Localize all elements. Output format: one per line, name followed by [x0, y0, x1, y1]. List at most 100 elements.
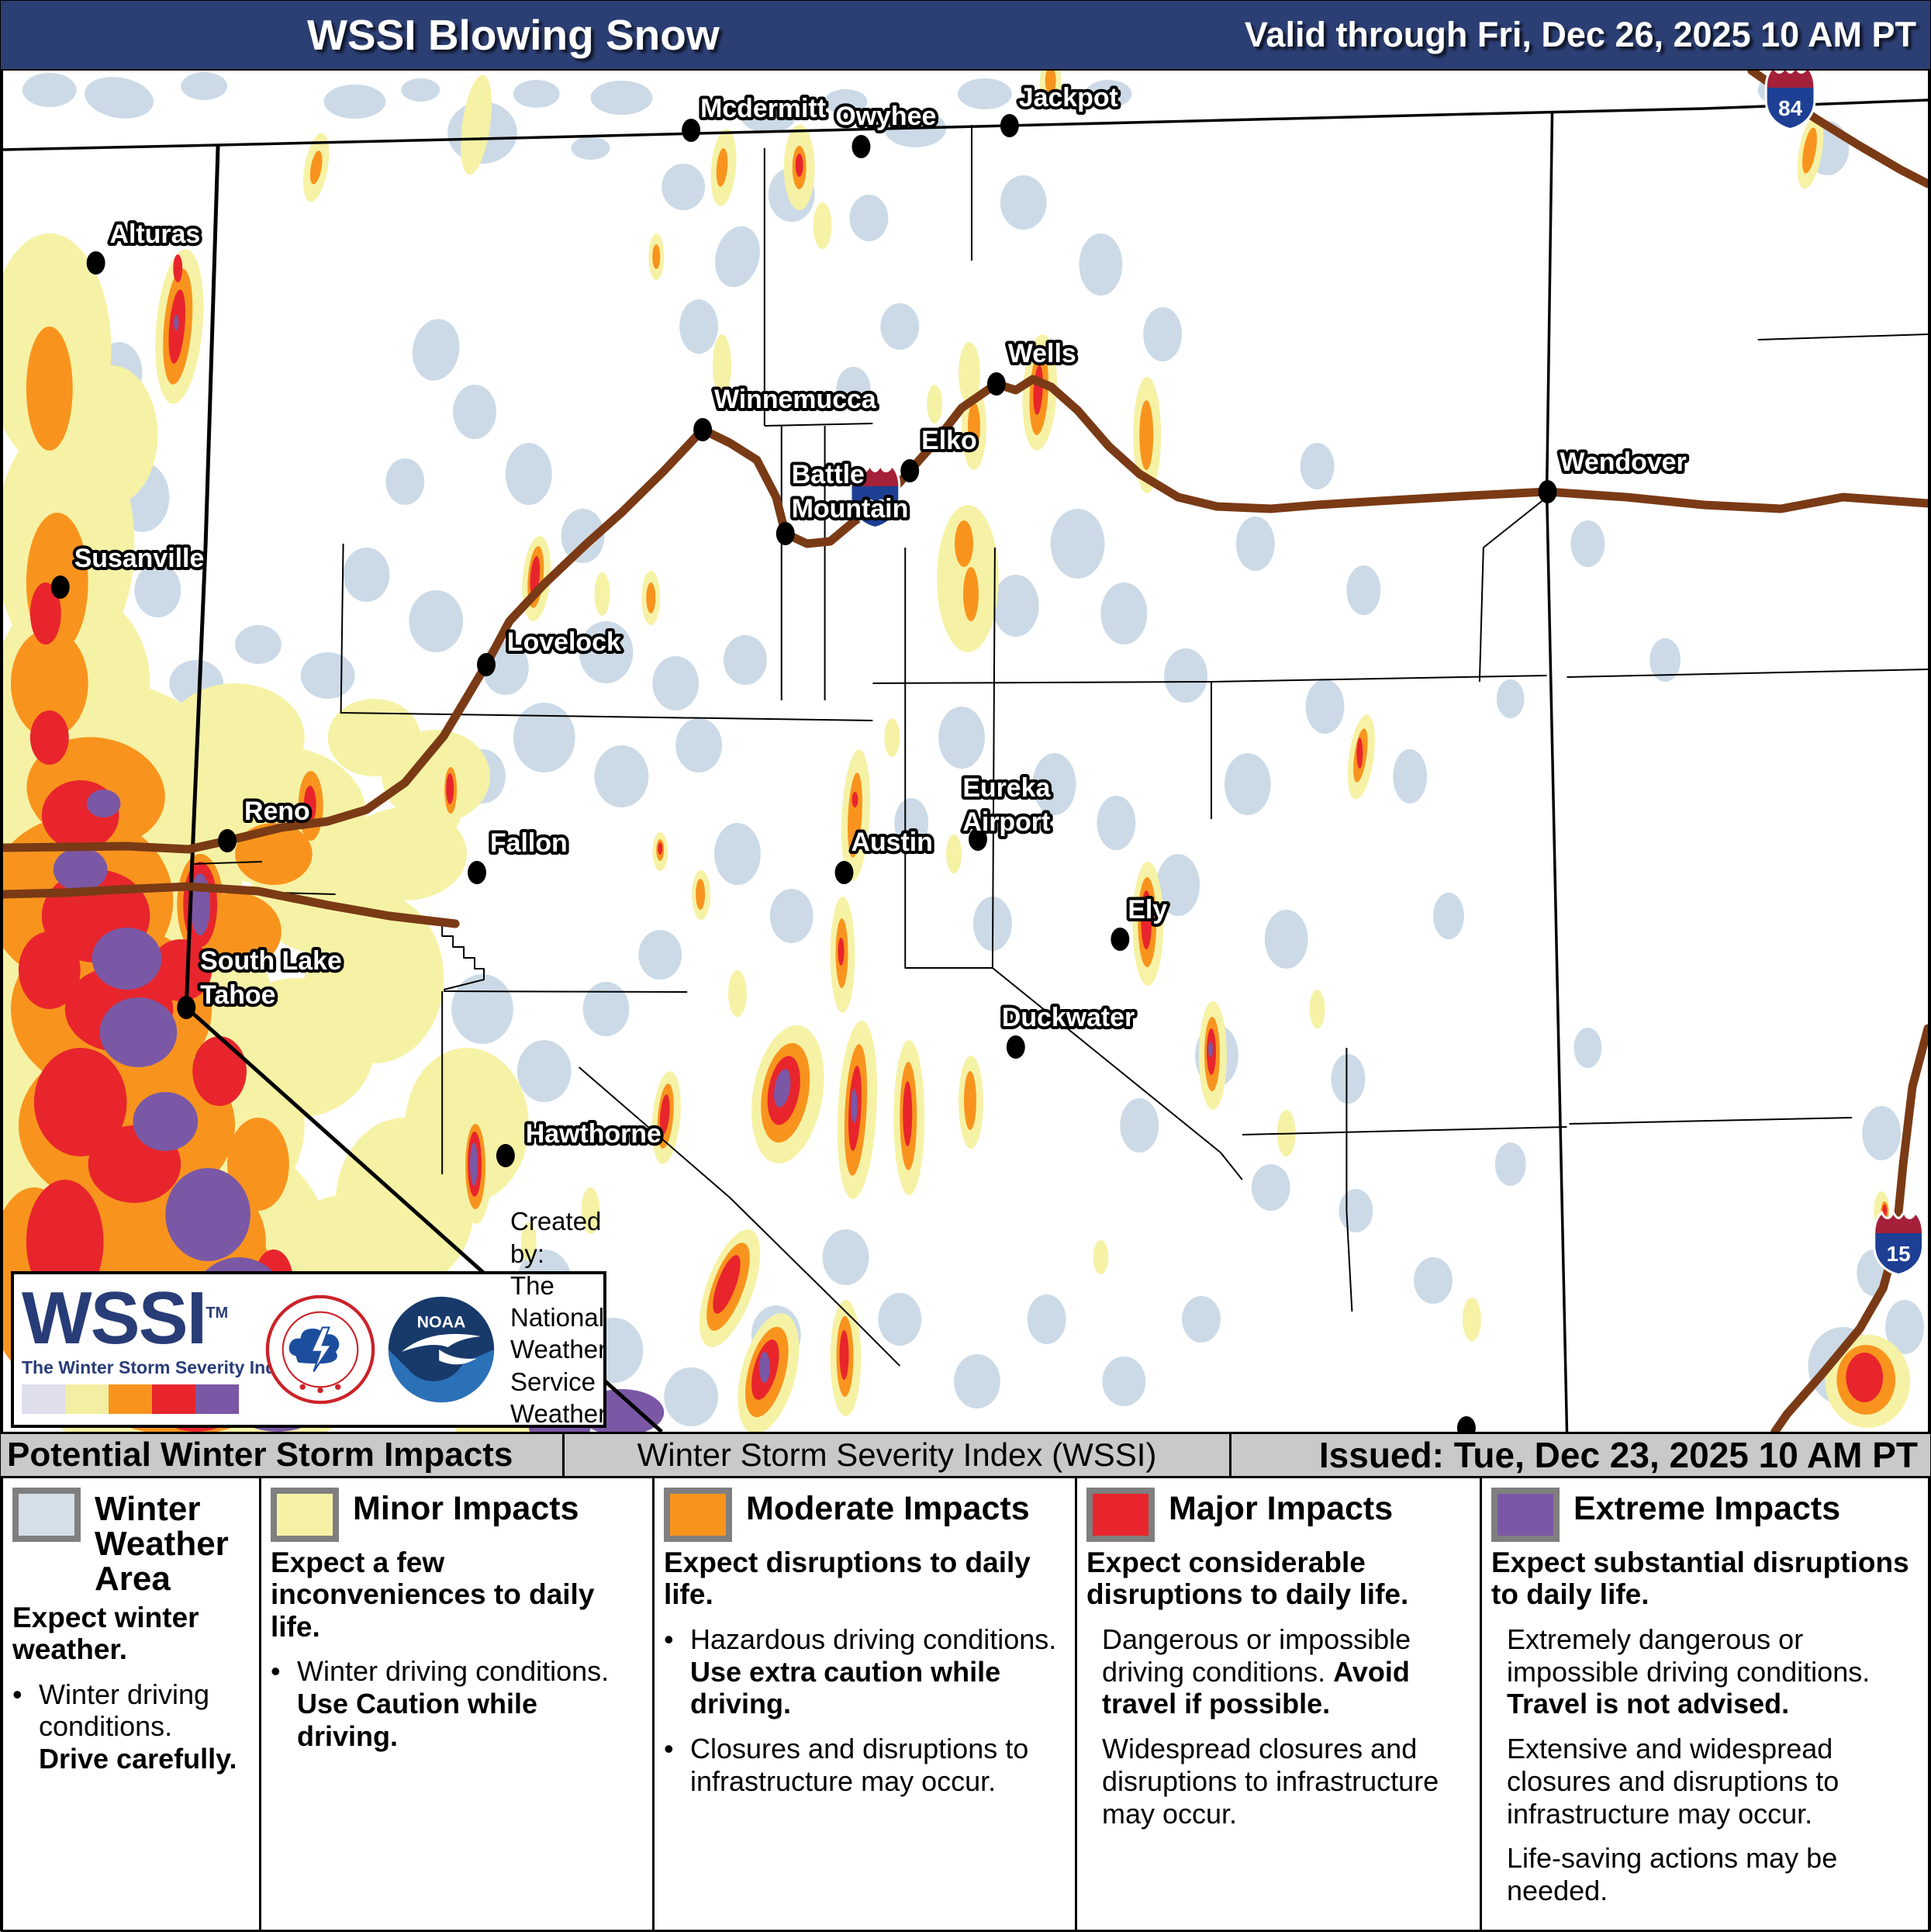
city-label: Wells — [1008, 339, 1076, 368]
major-impacts-swatch — [1086, 1488, 1155, 1542]
city-label: Winnemucca — [714, 385, 877, 414]
legend-column-major: Major Impacts Expect considerable disrup… — [1077, 1478, 1482, 1930]
legend-item: • Hazardous driving conditions. Use extra… — [664, 1623, 1057, 1720]
city-reno: Reno — [218, 793, 313, 852]
city-mcdermitt: Mcdermitt — [682, 91, 829, 142]
created-by-line: Created by: — [510, 1207, 602, 1268]
legend-title: Minor Impacts — [353, 1490, 579, 1527]
city-eureka-airport: Eureka Airport — [959, 770, 1054, 851]
strip-extreme-swatch — [195, 1384, 239, 1414]
map-area: 84 80 15 Mcdermitt Owyhee Jackpot Alturas Well… — [1, 71, 1930, 1432]
city-dot — [900, 459, 920, 482]
city-dot — [776, 522, 795, 545]
legend-title: Major Impacts — [1169, 1490, 1394, 1527]
nevada-utah-stateline — [1545, 110, 1569, 1432]
county-borders — [192, 125, 1928, 1367]
city-label: Reno — [244, 797, 310, 826]
city-dot — [177, 996, 196, 1019]
city-label: Elko — [921, 426, 977, 455]
city-dot — [1111, 928, 1130, 951]
wssi-logo-box: WSSITM The Winter Storm Severity Index — [11, 1207, 624, 1432]
issued-timestamp: Issued: Tue, Dec 23, 2025 10 AM PT — [1318, 1435, 1918, 1475]
wssi-severity-color-strip — [22, 1384, 254, 1414]
city-battle-mountain: Battle Mountain — [776, 457, 911, 545]
city-lovelock: Lovelock — [477, 624, 624, 676]
us-50-road — [3, 882, 460, 928]
nevada-north-stateline — [3, 99, 1928, 151]
city-label: Duckwater — [1002, 1003, 1135, 1032]
city-dot — [496, 1144, 515, 1167]
legend-intro: Expect considerable disruptions to daily… — [1086, 1547, 1409, 1611]
winter-weather-swatch — [12, 1488, 81, 1542]
city-label: South Lake Tahoe — [200, 946, 342, 1010]
wssi-tagline: The Winter Storm Severity Index — [22, 1357, 296, 1377]
legend-column-extreme: Extreme Impacts Expect substantial disru… — [1482, 1478, 1928, 1930]
city-alturas: Alturas — [86, 216, 203, 275]
extreme-impacts-swatch — [1491, 1488, 1560, 1542]
issue-bar-title: Potential Winter Storm Impacts — [1, 1434, 565, 1476]
city-south-lake-tahoe: South Lake Tahoe — [177, 943, 345, 1019]
city-label: Eureka Airport — [962, 773, 1051, 837]
legend-intro: Expect a few inconveniences to daily lif… — [271, 1547, 595, 1643]
city-dot — [477, 653, 496, 676]
svg-text:84: 84 — [1778, 96, 1802, 120]
page-title: WSSI Blowing Snow — [307, 11, 720, 59]
city-label: Susanville — [74, 544, 205, 573]
legend-item: • Winter driving conditions. Drive carefu… — [12, 1678, 237, 1775]
bullet-icon: • — [664, 1733, 674, 1765]
svg-text:80: 80 — [863, 495, 887, 519]
strip-minor-swatch — [65, 1384, 109, 1414]
legend-column-moderate: Moderate Impacts Expect disruptions to d… — [655, 1478, 1077, 1930]
city-label: Alturas — [110, 219, 201, 249]
city-wendover: Wendover — [1538, 444, 1690, 503]
interstate-15-road — [1770, 1024, 1928, 1432]
city-label: Austin — [851, 828, 932, 857]
legend-column-winter: Winter Weather Area Expect winter weathe… — [3, 1478, 261, 1930]
wssi-map-image: 84 80 15 Mcdermitt Owyhee Jackpot Alturas Well… — [3, 71, 1928, 1432]
moderate-impacts-swatch — [664, 1488, 732, 1542]
city-label: Wendover — [1560, 448, 1687, 477]
interstate-shields: 84 80 15 — [849, 71, 1925, 1277]
california-nevada-stateline — [184, 144, 663, 1432]
city-label: Jackpot — [1019, 83, 1118, 112]
interstate-80-shield: 80 — [849, 462, 901, 530]
city-dot — [86, 251, 105, 275]
city-wells: Wells — [986, 336, 1079, 396]
bullet-icon: • — [12, 1678, 22, 1710]
city-dot — [1456, 1416, 1476, 1432]
legend-item: • Winter driving conditions. Use Caution … — [271, 1655, 610, 1752]
city-dot — [682, 119, 701, 142]
legend-item: •Extensive and widespread closures and d… — [1507, 1733, 1839, 1830]
issue-bar: Potential Winter Storm Impacts Winter St… — [1, 1432, 1930, 1478]
city-dot — [834, 861, 854, 884]
org-line-2: Weather Prediction Center — [510, 1398, 624, 1432]
svg-text:NOAA: NOAA — [417, 1313, 466, 1332]
city-dot — [986, 372, 1006, 396]
header-bar: WSSI Blowing Snow Valid through Fri, Dec… — [1, 1, 1930, 71]
legend-title: Winter Weather Area — [95, 1490, 229, 1598]
issue-bar-subtitle: Winter Storm Severity Index (WSSI) — [565, 1434, 1231, 1476]
minor-impacts-swatch — [271, 1488, 339, 1542]
city-dot — [968, 828, 987, 851]
city-duckwater: Duckwater — [999, 1000, 1138, 1059]
city-marker-unlabeled — [1456, 1416, 1476, 1432]
strip-winter-swatch — [22, 1384, 65, 1414]
legend-item: • Closures and disruptions to infrastruct… — [664, 1733, 1029, 1797]
bullet-icon: • — [271, 1655, 281, 1688]
legend-item: •Life-saving actions may be needed. — [1507, 1842, 1838, 1907]
city-label: Mcdermitt — [700, 94, 826, 123]
legend-item: •Dangerous or impossible driving conditi… — [1102, 1623, 1411, 1720]
city-label: Ely — [1128, 895, 1167, 925]
legend-intro: Expect disruptions to daily life. — [664, 1547, 1031, 1611]
trademark-mark: TM — [206, 1305, 229, 1322]
city-label: Battle Mountain — [792, 460, 909, 524]
city-dot — [693, 418, 713, 441]
city-dot — [50, 575, 70, 599]
strip-major-swatch — [152, 1384, 195, 1414]
city-jackpot: Jackpot — [1000, 80, 1121, 137]
legend-title: Moderate Impacts — [746, 1490, 1030, 1527]
svg-text:15: 15 — [1887, 1242, 1911, 1266]
created-by-text: Created by: The National Weather Service… — [510, 1205, 624, 1432]
city-owyhee: Owyhee — [832, 99, 939, 158]
